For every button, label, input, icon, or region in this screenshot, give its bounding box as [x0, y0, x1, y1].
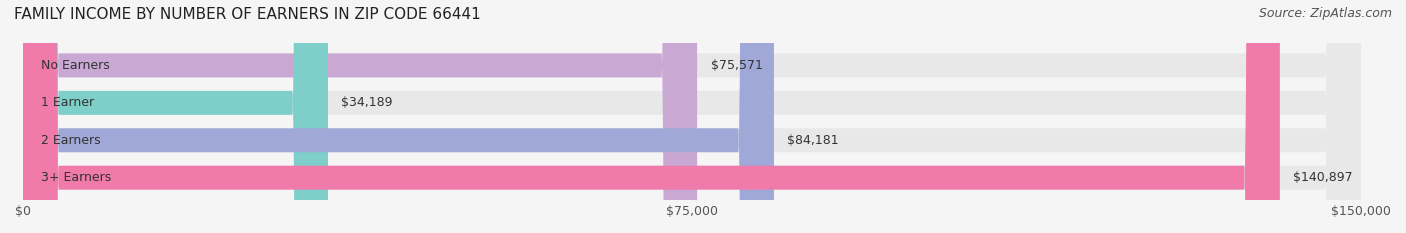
Text: $34,189: $34,189 [342, 96, 392, 109]
Text: $140,897: $140,897 [1294, 171, 1353, 184]
Text: $84,181: $84,181 [787, 134, 839, 147]
FancyBboxPatch shape [22, 0, 1361, 233]
Text: $75,571: $75,571 [710, 59, 762, 72]
FancyBboxPatch shape [22, 0, 328, 233]
FancyBboxPatch shape [22, 0, 1361, 233]
FancyBboxPatch shape [22, 0, 697, 233]
FancyBboxPatch shape [22, 0, 1279, 233]
FancyBboxPatch shape [22, 0, 1361, 233]
FancyBboxPatch shape [22, 0, 773, 233]
Text: 1 Earner: 1 Earner [41, 96, 94, 109]
Text: 2 Earners: 2 Earners [41, 134, 100, 147]
Text: No Earners: No Earners [41, 59, 110, 72]
Text: FAMILY INCOME BY NUMBER OF EARNERS IN ZIP CODE 66441: FAMILY INCOME BY NUMBER OF EARNERS IN ZI… [14, 7, 481, 22]
Text: Source: ZipAtlas.com: Source: ZipAtlas.com [1258, 7, 1392, 20]
FancyBboxPatch shape [22, 0, 1361, 233]
Text: 3+ Earners: 3+ Earners [41, 171, 111, 184]
